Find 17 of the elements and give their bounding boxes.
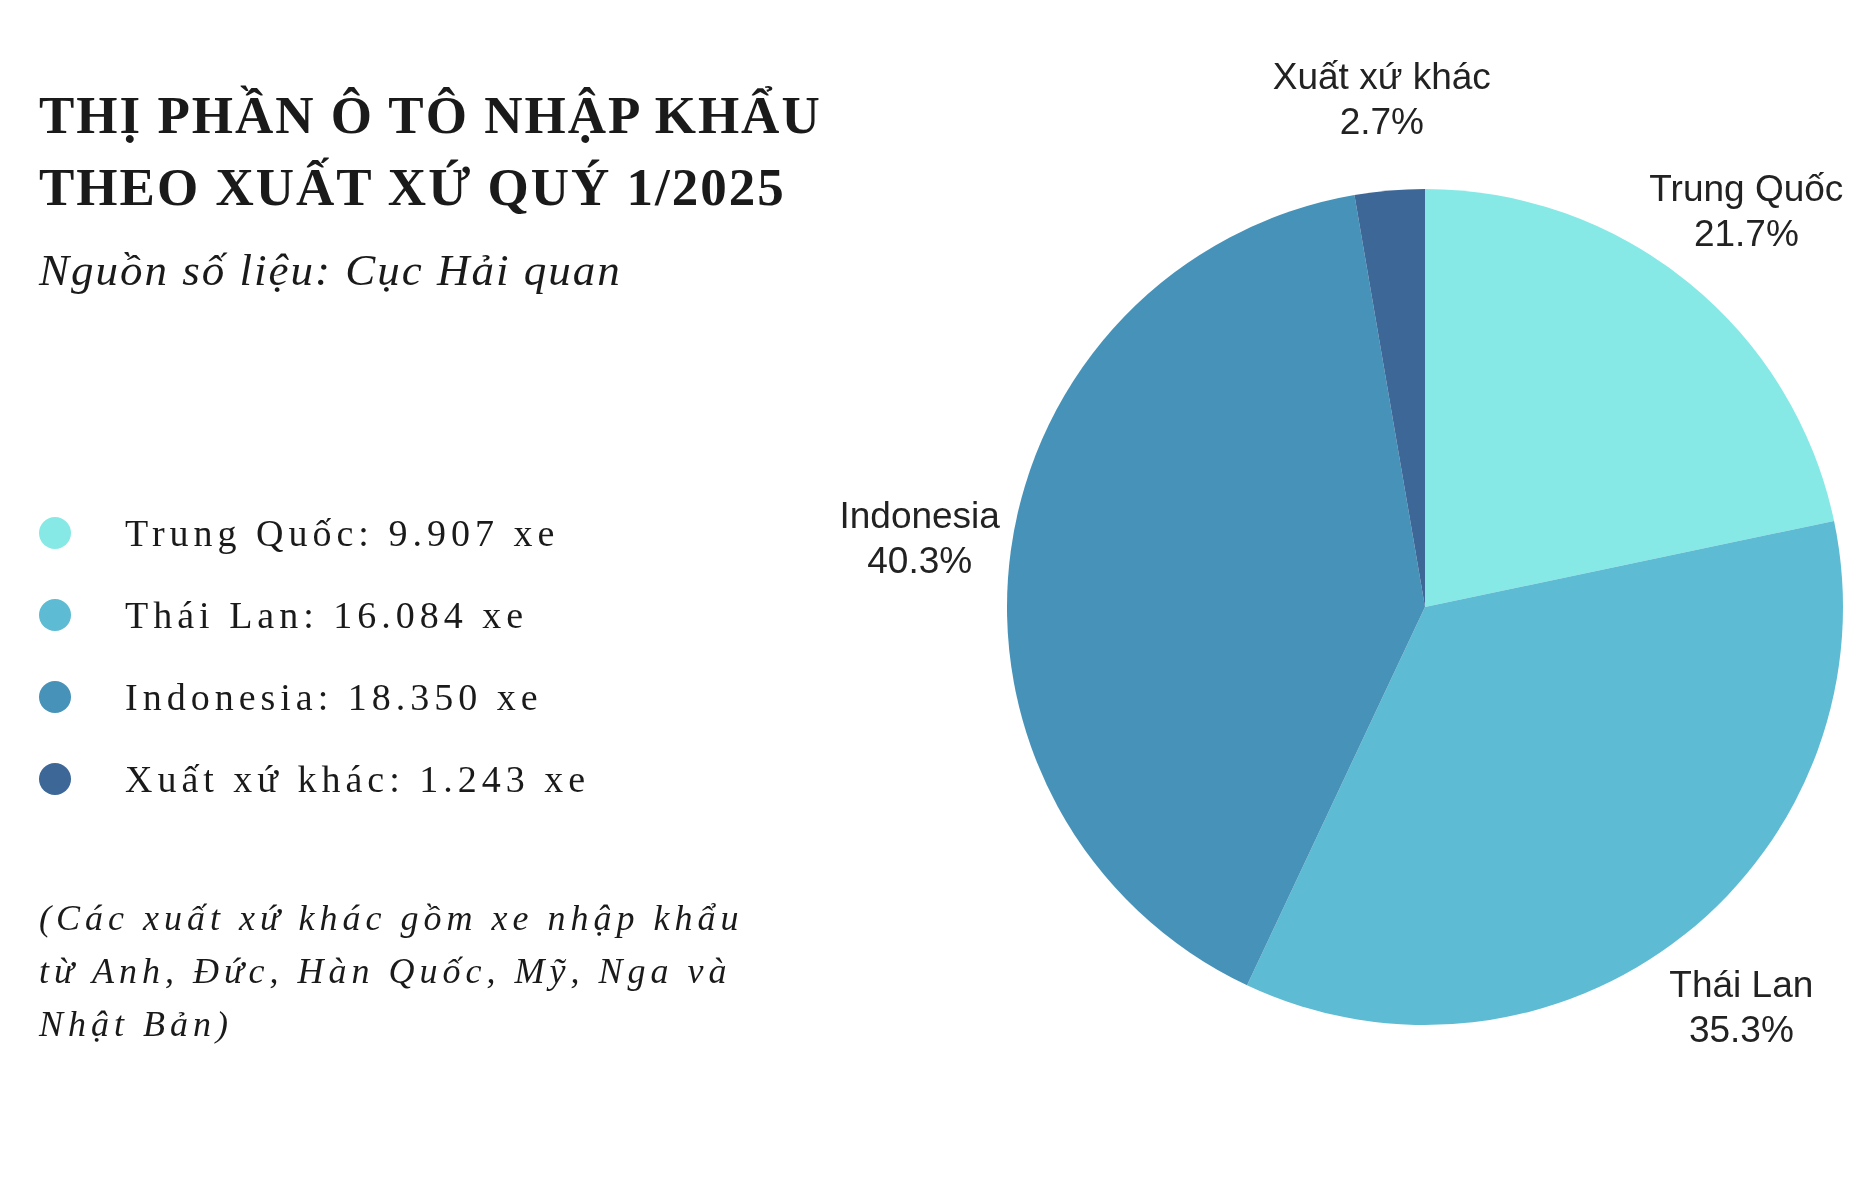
text: Nguồn số liệu: Cục Hải quan [38,245,622,295]
text: Indonesia: 18.350 xe [125,676,543,718]
pie-slice [1354,189,1425,607]
slice-label: Trung Quốc [1649,168,1844,210]
data-label: 40.3% [867,540,973,582]
pie-slice [1007,195,1425,986]
text: (Các xuất xứ khác gồm xe nhập khẩu từ Anh, Đức, Hàn Quốc, Mỹ, Nga và Nhật Bản) [38,898,744,1044]
data-label: 35.3% [1688,1008,1794,1050]
slice-label: Thái Lan [1669,963,1814,1005]
data-label: 2.7% [1339,100,1424,142]
text: Trung Quốc: 9.907 xe [125,512,560,554]
text: Thái Lan: 16.084 xe [125,594,529,636]
text: Xuất xứ khác: 1.243 xe [125,758,591,800]
data-label: 21.7% [1693,213,1799,255]
slice-label: Indonesia [839,495,1001,537]
text: THỊ PHẦN Ô TÔ NHẬP KHẨU THEO XUẤT XỨ QUÝ 1/2025 [39,85,822,216]
slice-label: Xuất xứ khác [1272,55,1491,97]
